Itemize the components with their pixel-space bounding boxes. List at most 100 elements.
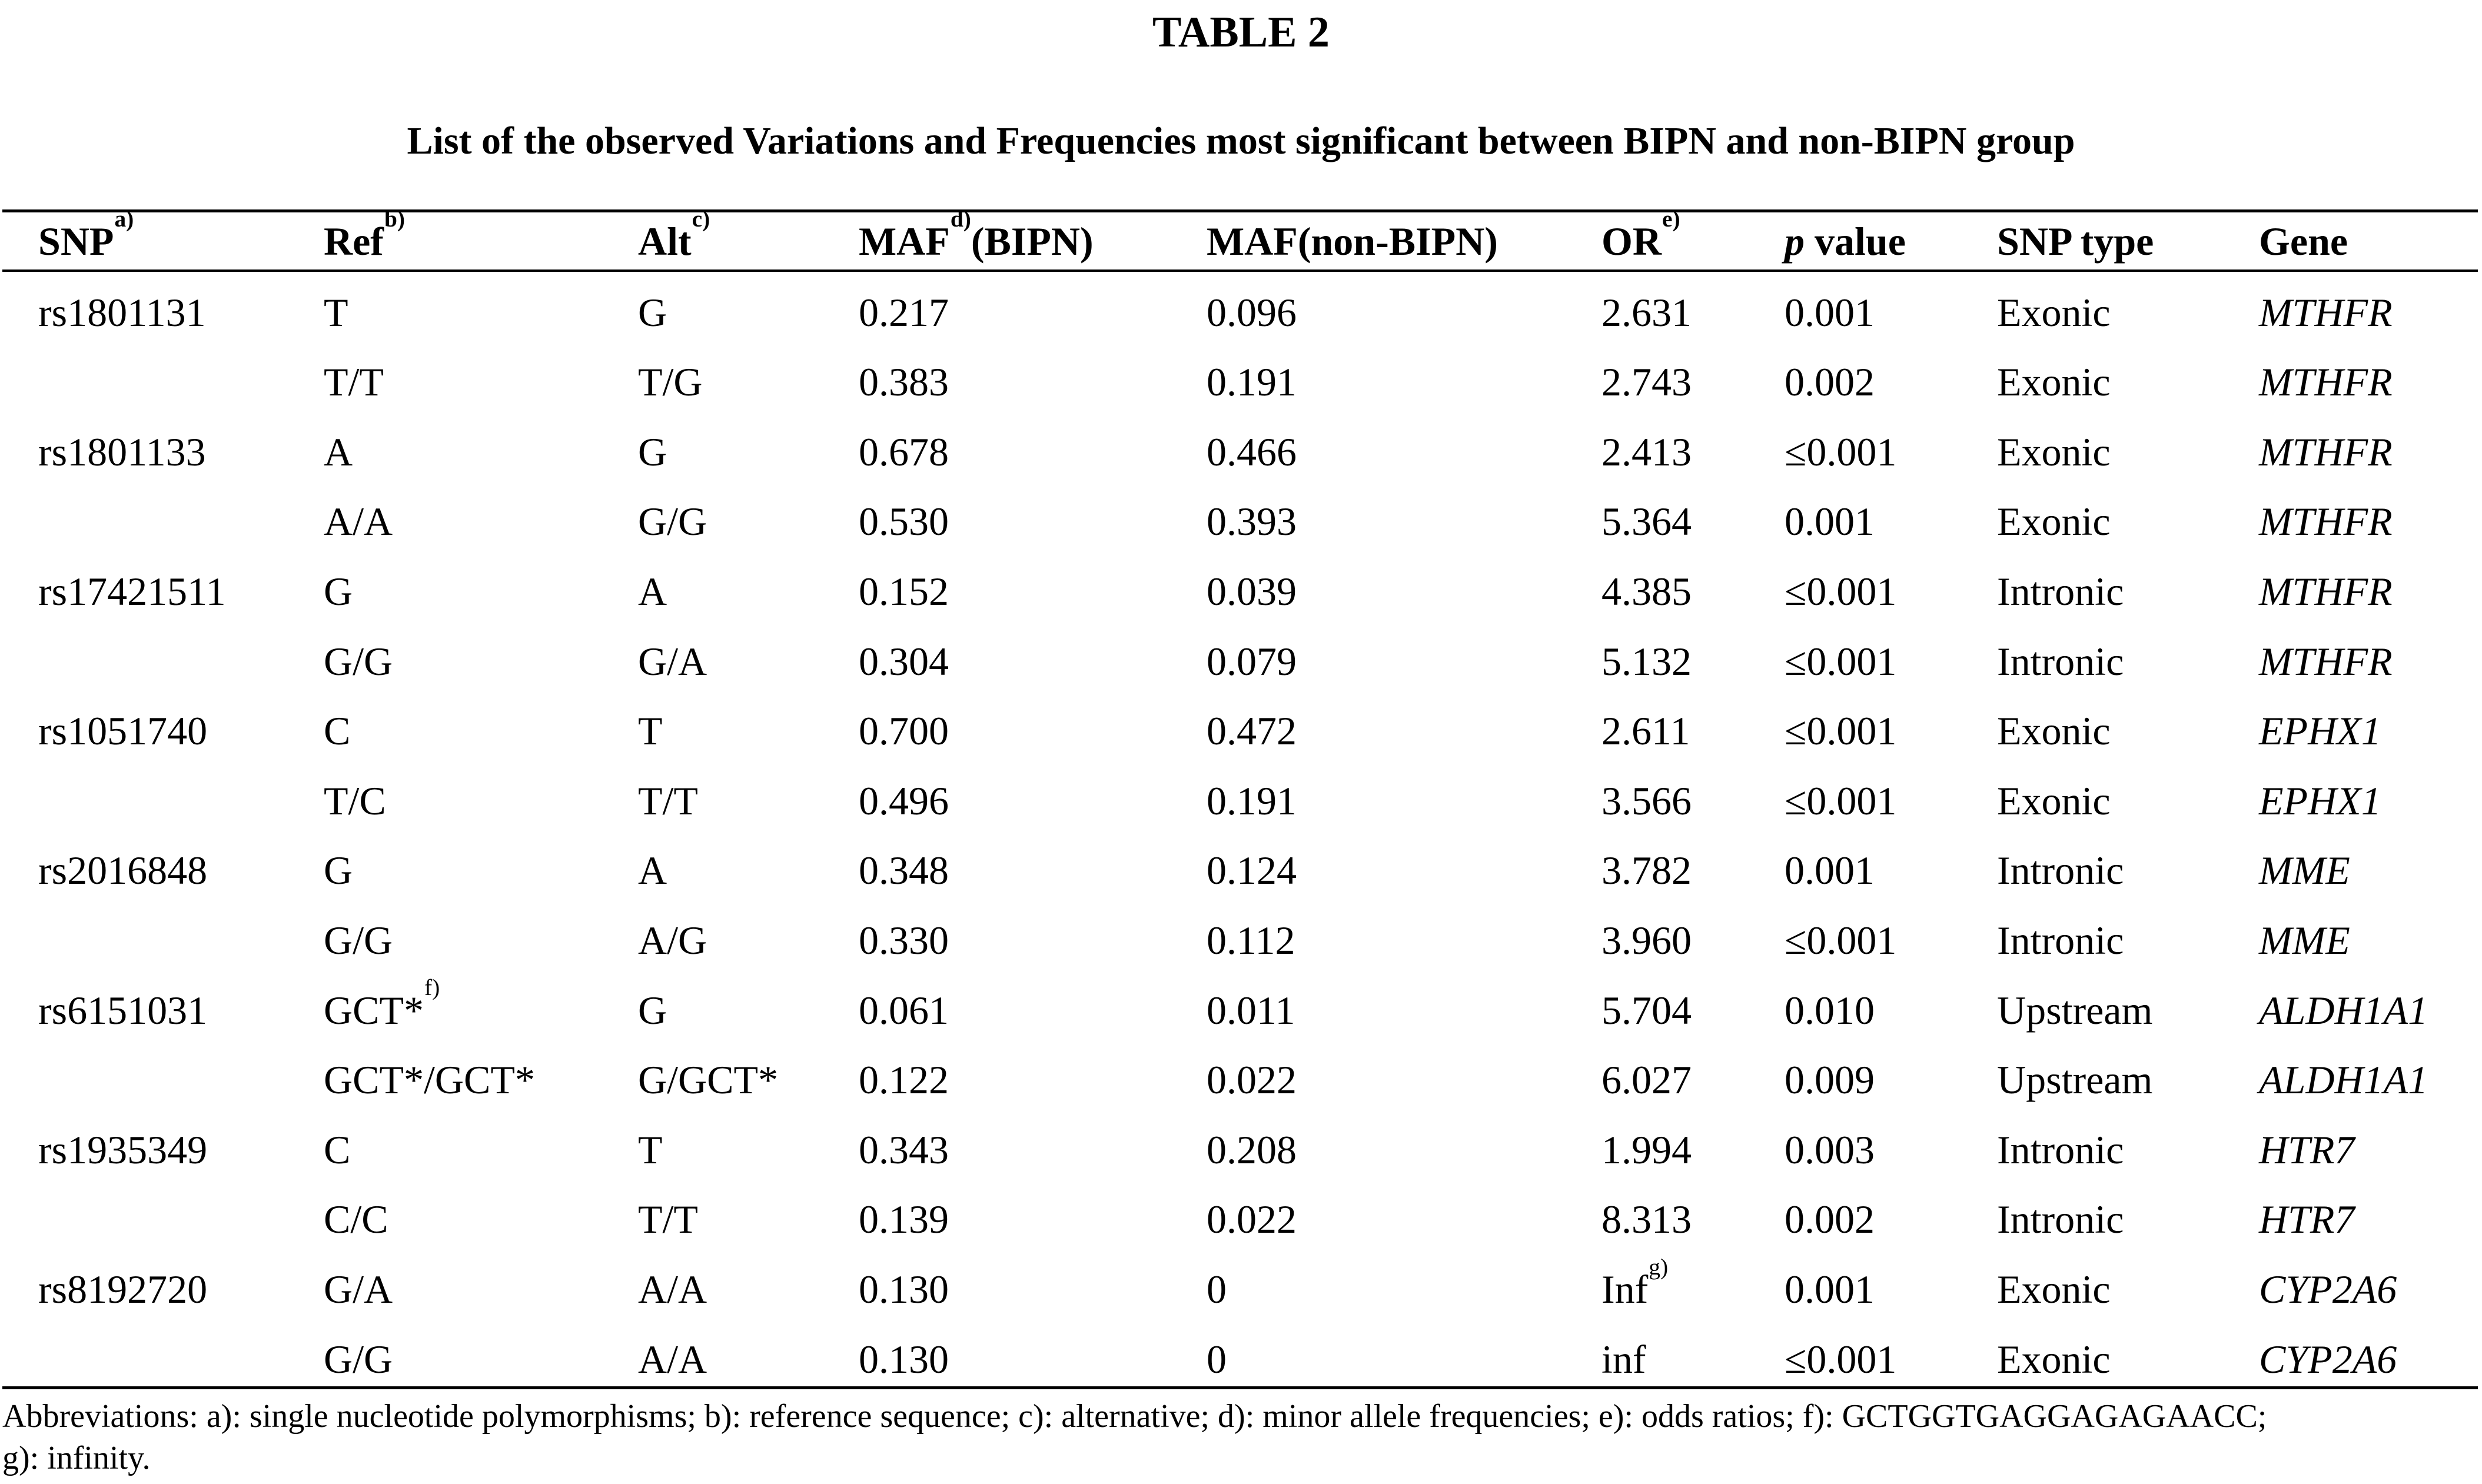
cell-or-row2: 2.743 (1601, 360, 1692, 405)
cell-maf-bipn-row10: 0.330 (859, 917, 949, 963)
cell-snp-type-row15: Exonic (1997, 1266, 2111, 1312)
cell-alt-row2: T/G (638, 360, 703, 405)
cell-ref-row4: A/A (324, 499, 393, 544)
snp-variations-table: SNPa) Refb) Altc) MAFd)(BIPN) MAF(non-BIPN) O… (38, 205, 2482, 1389)
cell-snp-type-row3: Exonic (1997, 429, 2111, 474)
cell-snp-row11: rs6151031 (38, 987, 208, 1033)
cell-maf-non-bipn-row11: 0.011 (1207, 987, 1295, 1033)
cell-or-row3: 2.413 (1601, 429, 1692, 474)
column-header-alt: Altc) (638, 205, 710, 264)
cell-ref-row5: G (324, 568, 353, 614)
cell-alt-row5: A (638, 568, 667, 614)
cell-maf-non-bipn-row16: 0 (1207, 1336, 1227, 1382)
cell-maf-bipn-row6: 0.304 (859, 638, 949, 684)
cell-gene-row15: CYP2A6 (2259, 1266, 2397, 1312)
cell-snp-row6 (38, 621, 324, 691)
cell-or-row15: Infg) (1601, 1253, 1669, 1312)
cell-gene-row2: MTHFR (2259, 360, 2393, 405)
cell-gene-row11: ALDH1A1 (2259, 987, 2428, 1033)
column-header-snp: SNPa) (38, 205, 134, 264)
cell-ref-row11: GCT*f) (324, 974, 440, 1033)
cell-gene-row13: HTR7 (2259, 1127, 2355, 1172)
cell-alt-row16: A/A (638, 1336, 707, 1382)
cell-alt-row14: T/T (638, 1197, 698, 1242)
cell-snp-type-row10: Intronic (1997, 917, 2124, 963)
cell-or-row11: 5.704 (1601, 987, 1692, 1033)
cell-p-value-row6: ≤0.001 (1785, 638, 1897, 684)
cell-p-value-row15: 0.001 (1785, 1266, 1875, 1312)
cell-snp-type-row6: Intronic (1997, 638, 2124, 684)
cell-maf-bipn-row8: 0.496 (859, 778, 949, 823)
footnote-line-2: g): infinity. (2, 1440, 151, 1476)
cell-ref-row10: G/G (324, 917, 393, 963)
cell-snp-row7: rs1051740 (38, 708, 208, 754)
cell-ref-row9: G (324, 848, 353, 893)
cell-gene-row1: MTHFR (2259, 290, 2393, 335)
cell-snp-row1: rs1801131 (38, 290, 206, 335)
cell-p-value-row8: ≤0.001 (1785, 778, 1897, 823)
cell-maf-bipn-row11: 0.061 (859, 987, 949, 1033)
cell-alt-row8: T/T (638, 778, 698, 823)
cell-ref-row16: G/G (324, 1336, 393, 1382)
cell-maf-bipn-row4: 0.530 (859, 499, 949, 544)
cell-p-value-row4: 0.001 (1785, 499, 1875, 544)
cell-maf-bipn-row1: 0.217 (859, 290, 949, 335)
column-header-maf-bipn: MAFd)(BIPN) (859, 205, 1094, 264)
cell-p-value-row3: ≤0.001 (1785, 429, 1897, 474)
cell-maf-bipn-row13: 0.343 (859, 1127, 949, 1172)
cell-snp-type-row7: Exonic (1997, 708, 2111, 754)
cell-snp-row2 (38, 342, 324, 412)
cell-alt-row6: G/A (638, 638, 707, 684)
cell-p-value-row10: ≤0.001 (1785, 917, 1897, 963)
cell-gene-row16: CYP2A6 (2259, 1336, 2397, 1382)
cell-ref-row7: C (324, 708, 351, 754)
table-footnote: Abbreviations: a): single nucleotide pol… (2, 1396, 2480, 1479)
cell-snp-row9: rs2016848 (38, 848, 208, 893)
cell-or-row7: 2.611 (1601, 708, 1690, 754)
cell-alt-row15: A/A (638, 1266, 707, 1312)
cell-maf-non-bipn-row15: 0 (1207, 1266, 1227, 1312)
cell-or-row4: 5.364 (1601, 499, 1692, 544)
column-header-gene: Gene (2259, 219, 2348, 264)
cell-snp-row5: rs17421511 (38, 568, 226, 614)
cell-p-value-row1: 0.001 (1785, 290, 1875, 335)
cell-gene-row3: MTHFR (2259, 429, 2393, 474)
table-caption: List of the observed Variations and Freq… (407, 119, 2075, 162)
cell-snp-type-row14: Intronic (1997, 1197, 2124, 1242)
cell-maf-non-bipn-row6: 0.079 (1207, 638, 1297, 684)
column-header-or: ORe) (1601, 205, 1680, 264)
cell-alt-row9: A (638, 848, 667, 893)
footnote-line-1: Abbreviations: a): single nucleotide pol… (2, 1398, 2267, 1435)
cell-p-value-row13: 0.003 (1785, 1127, 1875, 1172)
cell-snp-type-row2: Exonic (1997, 360, 2111, 405)
cell-snp-type-row1: Exonic (1997, 290, 2111, 335)
cell-snp-type-row4: Exonic (1997, 499, 2111, 544)
cell-snp-type-row9: Intronic (1997, 848, 2124, 893)
cell-snp-row16 (38, 1319, 324, 1389)
cell-gene-row7: EPHX1 (2259, 708, 2381, 754)
cell-maf-non-bipn-row10: 0.112 (1207, 917, 1295, 963)
cell-snp-row13: rs1935349 (38, 1127, 208, 1172)
cell-snp-type-row8: Exonic (1997, 778, 2111, 823)
cell-maf-bipn-row16: 0.130 (859, 1336, 949, 1382)
cell-snp-row3: rs1801133 (38, 429, 206, 474)
cell-p-value-row11: 0.010 (1785, 987, 1875, 1033)
table-number: TABLE 2 (1152, 8, 1330, 56)
cell-or-row6: 5.132 (1601, 638, 1692, 684)
cell-snp-type-row16: Exonic (1997, 1336, 2111, 1382)
cell-or-row8: 3.566 (1601, 778, 1692, 823)
cell-or-row5: 4.385 (1601, 568, 1692, 614)
column-header-maf-non-bipn: MAF(non-BIPN) (1207, 219, 1498, 264)
cell-snp-row8 (38, 760, 324, 830)
cell-maf-non-bipn-row8: 0.191 (1207, 778, 1297, 823)
cell-alt-row12: G/GCT* (638, 1057, 778, 1103)
cell-snp-type-row12: Upstream (1997, 1057, 2153, 1103)
cell-gene-row9: MME (2259, 848, 2350, 893)
cell-gene-row12: ALDH1A1 (2259, 1057, 2428, 1103)
cell-alt-row11: G (638, 987, 667, 1033)
cell-ref-row2: T/T (324, 360, 384, 405)
cell-maf-non-bipn-row4: 0.393 (1207, 499, 1297, 544)
cell-maf-non-bipn-row3: 0.466 (1207, 429, 1297, 474)
cell-ref-row6: G/G (324, 638, 393, 684)
cell-gene-row14: HTR7 (2259, 1197, 2355, 1242)
